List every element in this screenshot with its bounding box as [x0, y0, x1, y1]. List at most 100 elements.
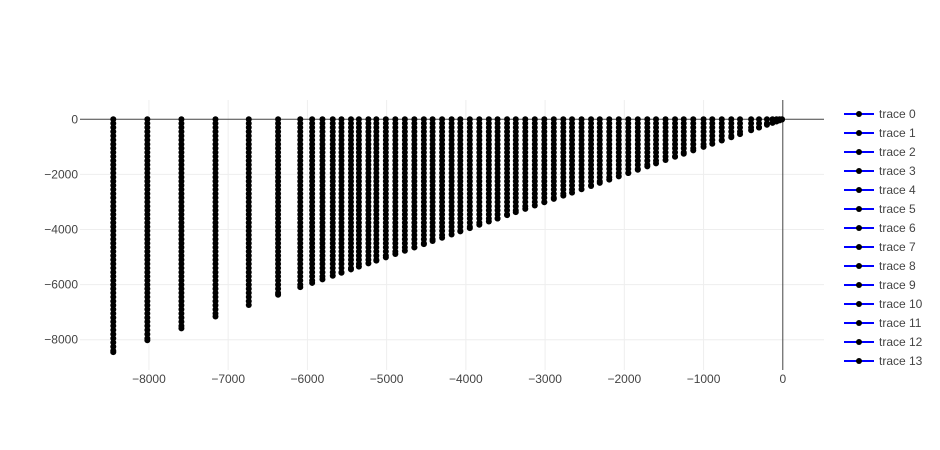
data-point: [365, 211, 372, 218]
data-point: [338, 203, 345, 210]
data-point: [625, 128, 632, 135]
data-point: [347, 161, 354, 168]
data-point: [429, 128, 436, 135]
trace-column: [355, 116, 362, 270]
data-point: [338, 240, 345, 247]
data-point: [382, 141, 389, 148]
data-point: [275, 240, 282, 247]
data-point: [245, 285, 252, 292]
legend-item[interactable]: trace 6: [844, 221, 916, 235]
legend-item[interactable]: trace 0: [844, 107, 916, 121]
data-point: [212, 157, 219, 164]
data-point: [144, 269, 151, 276]
data-point: [144, 170, 151, 177]
data-point: [144, 298, 151, 305]
data-point: [457, 124, 464, 131]
data-point: [672, 132, 679, 139]
data-point: [709, 132, 716, 139]
data-point: [297, 256, 304, 263]
data-point: [578, 132, 585, 139]
legend-item[interactable]: trace 12: [844, 335, 923, 349]
trace-column: [392, 116, 399, 258]
data-point: [522, 128, 529, 135]
data-point: [466, 182, 473, 189]
data-point: [329, 128, 336, 135]
legend-item[interactable]: trace 7: [844, 240, 916, 254]
data-point: [365, 232, 372, 238]
data-point: [392, 211, 399, 218]
data-point: [178, 174, 185, 181]
data-point: [625, 145, 632, 152]
data-point: [541, 165, 548, 172]
data-point: [420, 236, 427, 243]
data-point: [700, 136, 707, 143]
data-point: [329, 256, 336, 263]
data-point: [401, 124, 408, 131]
data-point: [466, 207, 473, 214]
legend-item[interactable]: trace 8: [844, 259, 916, 273]
data-point: [560, 182, 567, 189]
legend-item[interactable]: trace 4: [844, 183, 916, 197]
data-point: [245, 174, 252, 181]
data-point: [401, 186, 408, 193]
trace-column: [625, 116, 632, 177]
trace-column: [411, 116, 418, 251]
legend-item[interactable]: trace 5: [844, 202, 916, 216]
legend[interactable]: trace 0 trace 1 trace 2 trace 3 trace 4 trace…: [844, 107, 923, 368]
data-point: [355, 215, 362, 222]
data-point: [653, 124, 660, 131]
data-point: [411, 141, 418, 148]
data-point: [615, 141, 622, 148]
data-point: [373, 203, 380, 210]
data-point: [550, 116, 557, 123]
trace-column: [309, 116, 316, 286]
trace-column: [569, 116, 576, 196]
data-point: [275, 273, 282, 280]
data-point: [625, 120, 632, 127]
trace-column: [178, 116, 185, 332]
data-point: [634, 124, 641, 131]
data-point: [494, 182, 501, 189]
legend-item[interactable]: trace 10: [844, 297, 923, 311]
data-point: [329, 157, 336, 164]
data-point: [550, 149, 557, 156]
data-point: [504, 116, 511, 123]
data-point: [297, 174, 304, 181]
data-point: [212, 236, 219, 243]
data-point: [644, 141, 651, 148]
data-point: [401, 236, 408, 243]
data-point: [690, 124, 697, 131]
data-point: [512, 190, 519, 197]
data-point: [382, 178, 389, 185]
data-point: [512, 186, 519, 193]
data-point: [466, 116, 473, 123]
data-point: [178, 116, 185, 123]
data-point: [347, 240, 354, 247]
data-point: [245, 198, 252, 205]
data-point: [297, 240, 304, 247]
trace-column: [365, 116, 372, 267]
data-point: [644, 157, 651, 164]
data-point: [338, 161, 345, 168]
data-point: [392, 170, 399, 177]
legend-item[interactable]: trace 1: [844, 126, 916, 140]
data-point: [392, 120, 399, 127]
legend-item[interactable]: trace 11: [844, 316, 922, 330]
data-point: [439, 198, 446, 205]
data-point: [392, 178, 399, 185]
legend-item[interactable]: trace 3: [844, 164, 916, 178]
data-point: [512, 161, 519, 168]
data-point: [662, 128, 669, 135]
legend-item[interactable]: trace 2: [844, 145, 916, 159]
data-point: [355, 256, 362, 263]
data-point: [728, 124, 735, 131]
data-point: [644, 149, 651, 156]
data-point: [672, 116, 679, 123]
data-point: [672, 124, 679, 131]
legend-item[interactable]: trace 9: [844, 278, 916, 292]
data-point: [512, 149, 519, 156]
data-point: [429, 153, 436, 160]
data-point: [615, 145, 622, 152]
legend-item[interactable]: trace 13: [844, 354, 923, 368]
